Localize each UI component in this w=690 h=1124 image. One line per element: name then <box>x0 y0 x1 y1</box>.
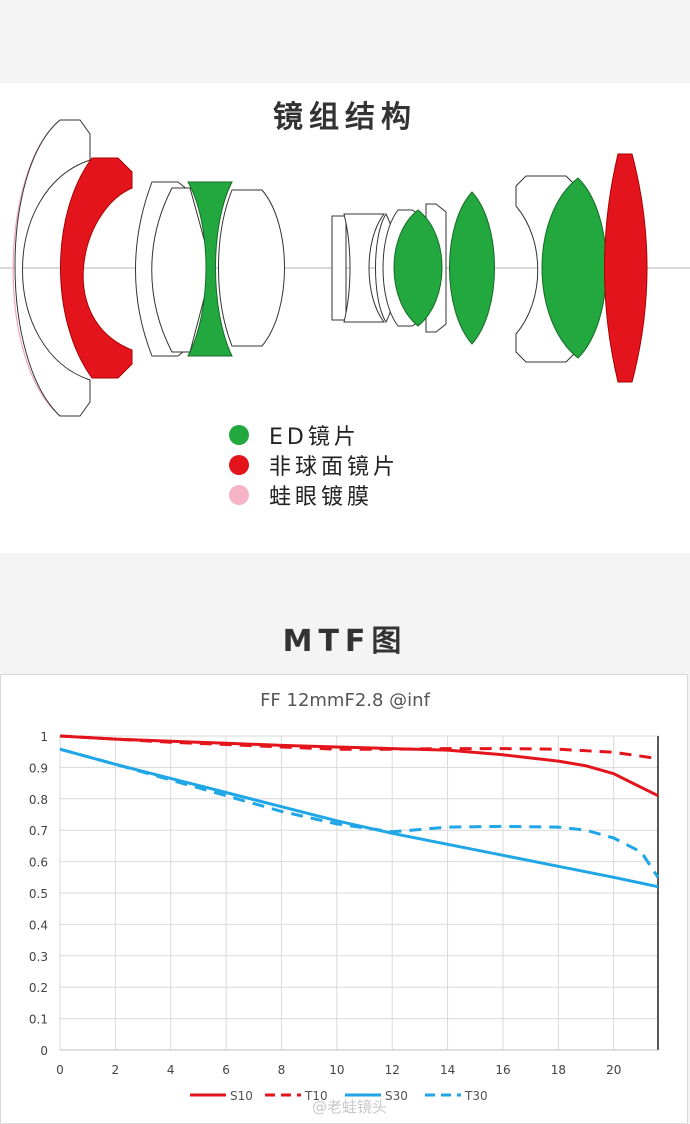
series-line-t30 <box>59 747 660 879</box>
lens-element-aspheric-1 <box>60 157 133 379</box>
series-line-t10 <box>59 734 659 761</box>
lens-element-3 <box>151 187 213 353</box>
series-line-s30 <box>59 747 659 889</box>
lens-diagram <box>0 119 690 417</box>
y-tick-label: 0.9 <box>29 761 48 775</box>
lens-element-4 <box>218 189 285 347</box>
legend-label-coating: 蛙眼镀膜 <box>269 485 374 510</box>
red-dot-icon <box>229 455 249 475</box>
x-tick-label: 2 <box>112 1063 120 1077</box>
lens-element-aspheric-2 <box>604 153 648 383</box>
x-tick-label: 0 <box>56 1063 64 1077</box>
pink-dot-icon <box>229 485 249 505</box>
legend-label-s30: S30 <box>385 1089 408 1103</box>
lens-element-ed-3 <box>449 191 495 345</box>
y-tick-label: 0.4 <box>29 918 48 932</box>
chart-title: FF 12mmF2.8 @inf <box>260 690 430 711</box>
y-tick-label: 0 <box>40 1044 48 1058</box>
x-tick-label: 14 <box>440 1063 455 1077</box>
lens-element-ed-2 <box>393 209 443 327</box>
y-tick-label: 0.7 <box>29 824 48 838</box>
legend-item-ed: ED镜片 <box>226 420 399 450</box>
lens-element-ed-1 <box>187 181 233 357</box>
legend-label-s10: S10 <box>230 1089 253 1103</box>
legend-label-ed: ED镜片 <box>269 425 360 450</box>
lens-element-ed-4 <box>541 177 607 359</box>
legend-item-aspheric: 非球面镜片 <box>226 450 399 480</box>
lens-legend: ED镜片 非球面镜片 蛙眼镀膜 <box>226 420 399 510</box>
x-tick-label: 10 <box>329 1063 344 1077</box>
x-tick-label: 8 <box>278 1063 286 1077</box>
x-tick-label: 16 <box>495 1063 510 1077</box>
x-tick-label: 12 <box>385 1063 400 1077</box>
x-tick-label: 6 <box>222 1063 230 1077</box>
lens-element-5 <box>331 215 347 321</box>
legend-label-aspheric: 非球面镜片 <box>269 455 400 480</box>
legend-item-coating: 蛙眼镀膜 <box>226 480 399 510</box>
green-dot-icon <box>229 425 249 445</box>
lens-element-6 <box>343 213 386 323</box>
series-line-s10 <box>59 734 659 798</box>
mtf-section-title: MTF图 <box>282 624 408 659</box>
y-tick-label: 0.2 <box>29 981 48 995</box>
watermark: @老蛙镜头 <box>312 1098 388 1116</box>
y-tick-label: 0.3 <box>29 950 48 964</box>
y-tick-label: 0.1 <box>29 1013 48 1027</box>
x-tick-label: 18 <box>551 1063 566 1077</box>
y-tick-label: 0.8 <box>29 793 48 807</box>
mtf-chart: 00.10.20.30.40.50.60.70.80.910 2 4 6 8 10 12 14… <box>29 730 660 1103</box>
lens-element-1 <box>14 119 91 417</box>
x-tick-label: 4 <box>167 1063 175 1077</box>
y-tick-label: 0.6 <box>29 856 48 870</box>
lens-section-title: 镜组结构 <box>273 100 417 135</box>
y-tick-label: 1 <box>40 730 48 744</box>
y-tick-label: 0.5 <box>29 887 48 901</box>
legend-label-t30: T30 <box>464 1089 488 1103</box>
x-tick-label: 20 <box>606 1063 621 1077</box>
legend-label-t10: T10 <box>304 1089 328 1103</box>
